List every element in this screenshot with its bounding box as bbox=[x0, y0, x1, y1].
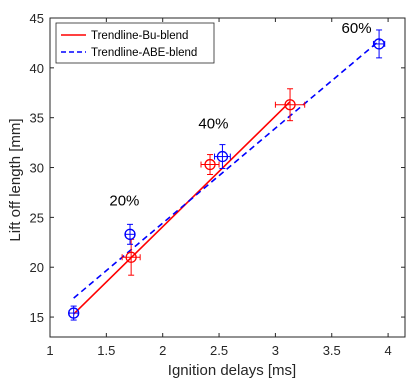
y-tick-label: 40 bbox=[30, 61, 44, 76]
data-point-bu-2 bbox=[200, 154, 220, 176]
y-tick-label: 35 bbox=[30, 111, 44, 126]
data-marker bbox=[124, 228, 136, 240]
axes-layer: 1 1.5 2 2.5 3 3.5 4 15 20 25 30 35 40 45 bbox=[30, 11, 406, 358]
data-point-abe-4 bbox=[372, 29, 386, 59]
data-marker bbox=[216, 150, 229, 163]
x-tick-label: 1.5 bbox=[97, 343, 115, 358]
data-point-bu-3 bbox=[274, 88, 306, 122]
data-marker bbox=[204, 158, 216, 171]
x-tick-label: 3.5 bbox=[323, 343, 341, 358]
y-tick-label: 25 bbox=[30, 210, 44, 225]
legend-box bbox=[55, 22, 215, 64]
y-axis-label: Lift off length [mm] bbox=[7, 118, 24, 241]
data-marker bbox=[284, 99, 296, 111]
x-tick-label: 2 bbox=[159, 343, 166, 358]
data-point-bu-1 bbox=[121, 238, 141, 276]
legend: Trendline-Bu-blend Trendline-ABE-blend bbox=[55, 22, 215, 64]
trendline-abe-blend bbox=[73, 39, 381, 299]
data-marker bbox=[68, 307, 80, 319]
data-marker bbox=[373, 38, 385, 50]
plot-area-frame bbox=[49, 17, 406, 338]
y-tick-label: 20 bbox=[30, 260, 44, 275]
data-point-abe-2 bbox=[124, 223, 136, 245]
y-tick-label: 30 bbox=[30, 161, 44, 176]
legend-label-abe-blend: Trendline-ABE-blend bbox=[91, 47, 197, 59]
x-tick-label: 2.5 bbox=[210, 343, 228, 358]
data-marker bbox=[125, 251, 137, 263]
y-tick-label: 15 bbox=[30, 310, 44, 325]
annotation-label-1: 20% bbox=[109, 192, 139, 209]
data-point-abe-3 bbox=[214, 144, 231, 170]
annotation-label-2: 40% bbox=[198, 116, 228, 133]
y-tick-label: 45 bbox=[30, 11, 44, 26]
x-axis-label: Ignition delays [ms] bbox=[168, 362, 296, 378]
x-tick-label: 3 bbox=[272, 343, 279, 358]
plot-layer: 20% 40% 60% bbox=[68, 20, 386, 321]
legend-label-bu-blend: Trendline-Bu-blend bbox=[91, 30, 188, 42]
x-tick-label: 4 bbox=[384, 343, 391, 358]
annotation-label-3: 60% bbox=[342, 20, 372, 37]
data-point-abe-1 bbox=[68, 305, 80, 321]
x-tick-label: 1 bbox=[46, 343, 53, 358]
